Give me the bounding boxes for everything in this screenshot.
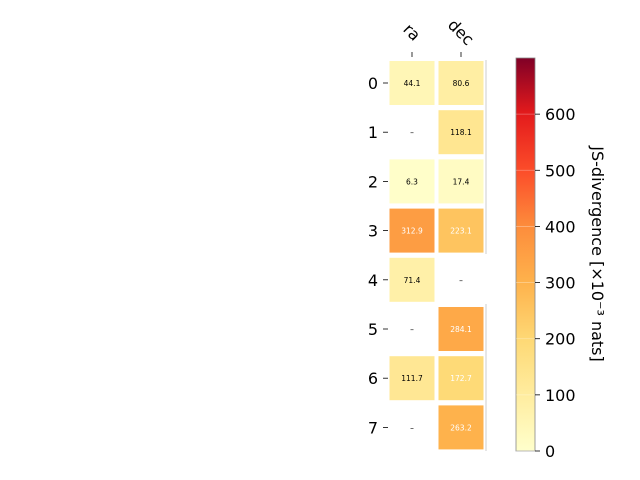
heatmap-cell [438, 61, 484, 105]
cell-label: 172.7 [450, 374, 472, 383]
heatmap-cell [389, 257, 435, 302]
cell-label: 118.1 [450, 128, 472, 137]
colorbar-tick-label: 200 [545, 330, 576, 349]
heatmap-cell [389, 356, 435, 401]
column-tick-label: ra [399, 20, 424, 45]
column-tick-label: dec [444, 15, 478, 49]
row-tick-label: 5 [368, 320, 378, 339]
colorbar-label: JS-divergence [×10⁻³ nats] [588, 145, 607, 361]
row-tick-label: 7 [368, 418, 378, 437]
cell-label: 312.9 [401, 227, 423, 236]
colorbar-gradient [515, 57, 536, 452]
cell-label: 263.2 [450, 423, 472, 432]
colorbar-tick-label: 600 [545, 105, 576, 124]
cell-label: 223.1 [450, 227, 472, 236]
cell-label: 111.7 [401, 374, 423, 383]
heatmap-cell [438, 405, 484, 450]
colorbar: 0 100 200 300 400 500 600 JS-divergence [×10⁻³… [515, 57, 607, 461]
heatmap-cell [438, 110, 484, 155]
row-tick-label: 6 [368, 369, 378, 388]
colorbar-tick-label: 100 [545, 386, 576, 405]
heatmap-cell [389, 159, 435, 204]
row-tick-label: 0 [368, 74, 378, 93]
cell-label: – [459, 276, 463, 285]
row-tick-label: 1 [368, 123, 378, 142]
row-tick-label: 2 [368, 172, 378, 191]
colorbar-tick-label: 400 [545, 217, 576, 236]
cell-label: 44.1 [404, 79, 421, 88]
cell-label: – [410, 128, 414, 137]
row-tick-label: 4 [368, 271, 378, 290]
heatmap-cell [389, 61, 435, 105]
cell-label: – [410, 423, 414, 432]
column-labels: ra dec [399, 15, 478, 57]
row-tick-label: 3 [368, 222, 378, 241]
heatmap-cell [438, 159, 484, 204]
cell-label: 6.3 [406, 177, 418, 186]
cell-label: – [410, 325, 414, 334]
heatmap-cell [438, 356, 484, 401]
cell-label: 17.4 [453, 177, 470, 186]
cell-label: 284.1 [450, 325, 472, 334]
heatmap-cell [438, 208, 484, 253]
heatmap: 44.1 80.6 – 118.1 6.3 17.4 312.9 223.1 71.4 – – 284… [389, 60, 487, 451]
heatmap-cell [438, 307, 484, 351]
cell-label: 71.4 [404, 276, 421, 285]
colorbar-tick-label: 300 [545, 274, 576, 293]
cell-label: 80.6 [453, 79, 470, 88]
row-labels: 0 1 2 3 4 5 6 7 [368, 74, 388, 437]
colorbar-ticks: 0 100 200 300 400 500 600 [516, 105, 576, 461]
heatmap-cell [389, 208, 435, 253]
colorbar-tick-label: 500 [545, 161, 576, 180]
colorbar-tick-label: 0 [545, 442, 555, 461]
